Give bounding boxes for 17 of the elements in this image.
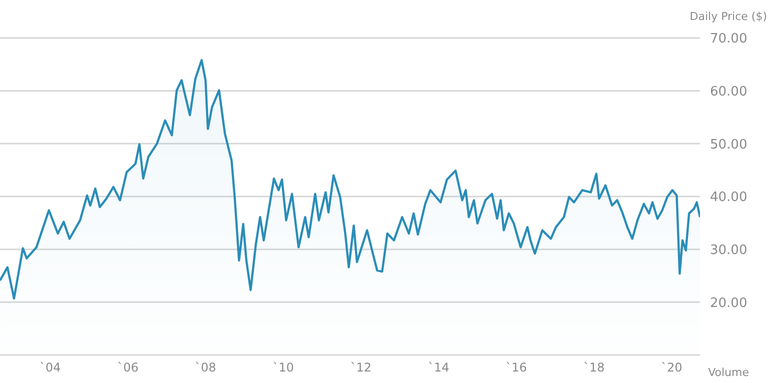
- x-tick-label: `04: [40, 360, 61, 375]
- x-tick-label: `14: [428, 360, 450, 375]
- x-tick-label: `12: [350, 360, 372, 375]
- y-tick-label: 70.00: [710, 32, 748, 47]
- x-tick-label: `10: [272, 360, 294, 375]
- y-tick-label: 30.00: [710, 242, 748, 258]
- y-tick-label: 20.00: [710, 296, 748, 311]
- x-tick-label: `18: [583, 360, 605, 375]
- y-axis-title: Daily Price ($): [690, 10, 767, 23]
- y-tick-label: 60.00: [710, 84, 748, 100]
- y-tick-label: 40.00: [710, 190, 748, 206]
- y-tick-label: 50.00: [710, 137, 748, 152]
- text: Volume: [708, 366, 749, 379]
- x-tick-label: `20: [660, 360, 682, 375]
- x-tick-label: `06: [117, 360, 139, 375]
- x-tick-label: `08: [194, 360, 216, 375]
- x-tick-label: `16: [506, 360, 527, 375]
